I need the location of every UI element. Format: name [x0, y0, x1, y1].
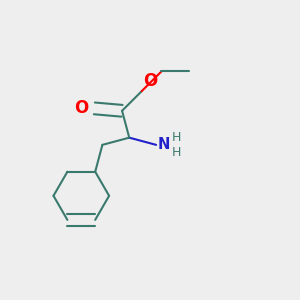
Text: O: O	[143, 71, 158, 89]
Text: O: O	[74, 99, 88, 117]
Text: H: H	[172, 146, 181, 159]
Text: N: N	[158, 137, 170, 152]
Text: H: H	[172, 131, 181, 144]
